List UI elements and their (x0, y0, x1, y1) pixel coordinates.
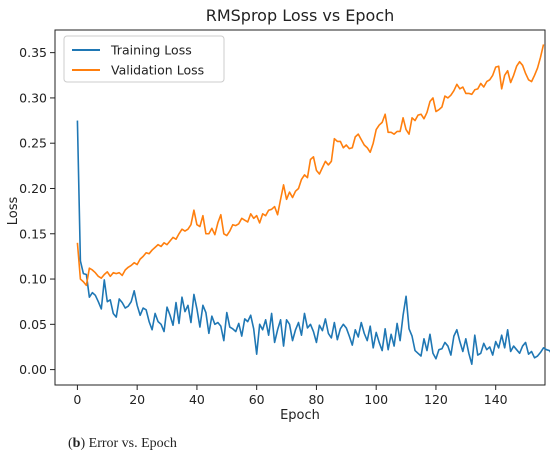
legend: Training Loss Validation Loss (63, 35, 225, 83)
plot-area (54, 29, 546, 386)
x-axis-label: Epoch (280, 408, 320, 423)
y-tick-label: 0.30 (19, 90, 47, 105)
caption-text: Error vs. Epoch (85, 436, 177, 451)
figure-caption: (b) Error vs. Epoch (68, 436, 177, 451)
x-tick-label: 60 (249, 392, 265, 407)
series-lines (76, 44, 550, 365)
x-tick-label: 120 (424, 392, 448, 407)
x-tick-label: 0 (73, 392, 81, 407)
y-tick-label: 0.05 (19, 317, 47, 332)
y-axis: 0.00 0.05 0.10 0.15 0.20 0.25 0.30 0.35 (19, 45, 55, 377)
y-tick-label: 0.10 (19, 272, 47, 287)
x-tick-label: 100 (364, 392, 388, 407)
y-tick-label: 0.20 (19, 181, 47, 196)
legend-label: Validation Loss (111, 63, 204, 78)
y-tick-label: 0.35 (19, 45, 47, 60)
series-line-validation-loss (76, 44, 545, 287)
legend-label: Training Loss (110, 43, 192, 58)
y-tick-label: 0.25 (19, 136, 47, 151)
y-axis-label: Loss (6, 197, 21, 226)
x-axis: 0 20 40 60 80 100 120 140 (73, 385, 508, 407)
y-tick-label: 0.15 (19, 226, 47, 241)
chart-title: RMSprop Loss vs Epoch (206, 6, 395, 25)
x-tick-label: 40 (189, 392, 205, 407)
x-tick-label: 20 (129, 392, 145, 407)
legend-box (63, 35, 225, 83)
series-line-training-loss (76, 120, 550, 365)
x-tick-label: 140 (484, 392, 508, 407)
loss-chart: 0.00 0.05 0.10 0.15 0.20 0.25 0.30 0.35 0 20 40 60… (6, 6, 550, 423)
x-tick-label: 80 (308, 392, 324, 407)
y-tick-label: 0.00 (19, 362, 47, 377)
caption-label: b (72, 436, 81, 451)
